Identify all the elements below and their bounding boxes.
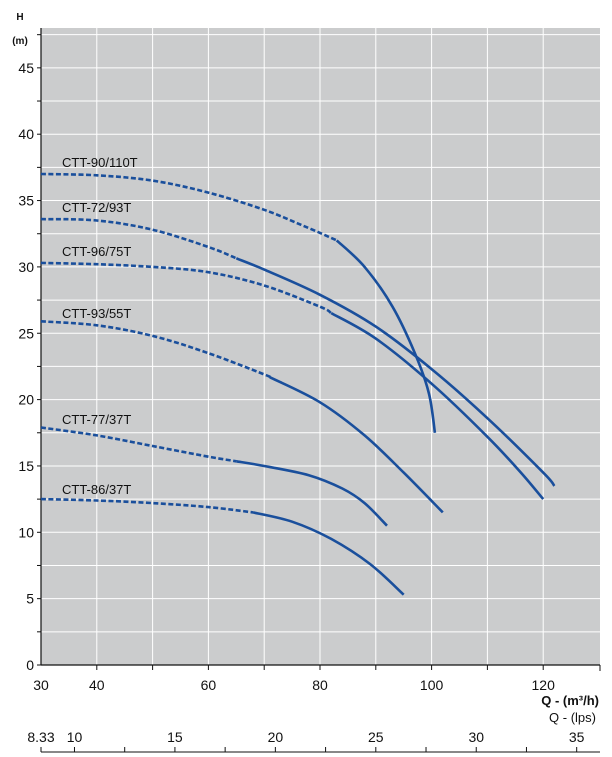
y-tick-label: 5: [26, 591, 34, 607]
y-tick-label: 0: [26, 657, 34, 673]
curve-CTT-72/93T-solid: [235, 257, 556, 487]
curve-CTT-96/75T-solid: [330, 311, 545, 500]
x2-tick-label: 15: [167, 729, 183, 745]
curve-label-CTT-72/93T: CTT-72/93T: [62, 200, 131, 215]
y-tick-label: 10: [18, 524, 34, 540]
curve-CTT-86/37T-dashed: [40, 497, 254, 514]
curve-CTT-77/37T-solid: [236, 460, 388, 527]
curve-CTT-93/55T-dashed: [40, 320, 272, 379]
x2-tick-label: 35: [569, 729, 585, 745]
curve-CTT-93/55T-solid: [269, 376, 444, 514]
curve-label-CTT-86/37T: CTT-86/37T: [62, 482, 131, 497]
curve-CTT-72/93T-dashed: [40, 217, 237, 260]
x2-tick-label: 20: [268, 729, 284, 745]
y-tick-label: 15: [18, 458, 34, 474]
y-tick-label: 40: [18, 126, 34, 142]
x2-axis-title: Q - (lps): [549, 710, 596, 725]
curve-label-CTT-77/37T: CTT-77/37T: [62, 412, 131, 427]
y-tick-label: 30: [18, 259, 34, 275]
y-tick-label: 20: [18, 392, 34, 408]
curve-CTT-86/37T-solid: [252, 511, 405, 596]
x-tick-label: 80: [312, 677, 328, 693]
y-tick-label: 35: [18, 193, 34, 209]
curve-CTT-96/75T-dashed: [40, 261, 332, 315]
curve-label-CTT-90/110T: CTT-90/110T: [62, 155, 138, 170]
labels: CTT-90/110T CTT-72/93T CTT-96/75T CTT-93/55…: [62, 155, 138, 497]
x2-tick-label: 10: [67, 729, 83, 745]
y-tick-label: 45: [18, 60, 34, 76]
curve-label-CTT-96/75T: CTT-96/75T: [62, 244, 131, 259]
y-tick-label: 25: [18, 325, 34, 341]
x-tick-label: 40: [89, 677, 105, 693]
x-tick-label: 30: [33, 677, 49, 693]
x-tick-label: 120: [532, 677, 556, 693]
x-tick-label: 60: [201, 677, 217, 693]
y-axis-title: H: [16, 12, 23, 23]
y-axis-unit: (m): [12, 36, 28, 47]
curves: [40, 172, 556, 596]
x2-tick-label: 25: [368, 729, 384, 745]
x2-tick-label: 8.33: [27, 729, 54, 745]
curve-CTT-90/110T-dashed: [40, 172, 338, 242]
x-tick-label: 100: [420, 677, 444, 693]
curve-CTT-77/37T-dashed: [40, 426, 237, 463]
x2-tick-label: 30: [468, 729, 484, 745]
x-axis-title: Q - (m³/h): [541, 693, 599, 708]
axes: 0 5 10 15 20 25 30 35 40 45 30 40 60 80 100 120 H (m) Q - …: [12, 12, 601, 753]
curve-label-CTT-93/55T: CTT-93/55T: [62, 306, 131, 321]
curve-CTT-90/110T-solid: [335, 239, 437, 433]
